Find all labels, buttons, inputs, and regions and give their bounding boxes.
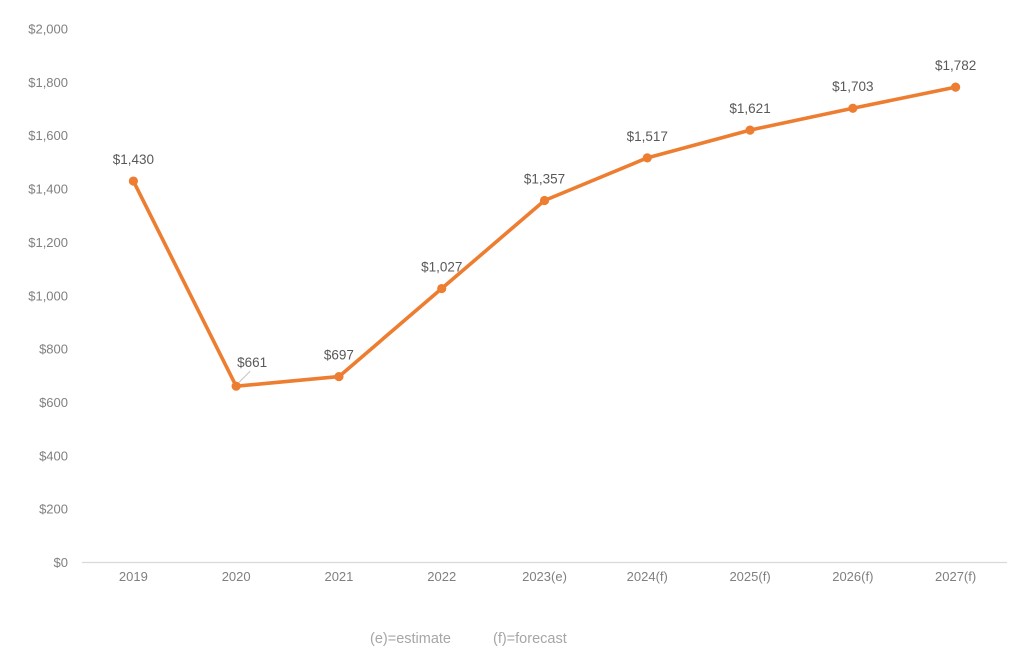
label-leader-line xyxy=(238,370,251,383)
x-axis-category-label: 2027(f) xyxy=(935,569,976,584)
x-axis-category-label: 2025(f) xyxy=(729,569,770,584)
data-point-marker xyxy=(642,153,652,163)
data-point-label: $1,430 xyxy=(113,152,154,167)
x-axis-category-label: 2022 xyxy=(427,569,456,584)
x-axis-category-label: 2026(f) xyxy=(832,569,873,584)
data-point-label: $1,517 xyxy=(627,129,668,144)
data-point-label: $1,621 xyxy=(729,101,770,116)
data-point-label: $1,027 xyxy=(421,260,462,275)
y-axis-tick-label: $1,000 xyxy=(28,288,68,303)
data-point-marker xyxy=(745,125,755,135)
data-point-marker xyxy=(128,176,138,186)
footnote-forecast: (f)=forecast xyxy=(493,631,567,647)
revenue-line xyxy=(131,85,958,388)
data-point-marker xyxy=(539,195,550,206)
x-axis-category-label: 2019 xyxy=(119,569,148,584)
y-axis-tick-label: $600 xyxy=(39,395,68,410)
y-axis-tick-label: $0 xyxy=(54,555,68,570)
y-axis-tick-label: $1,400 xyxy=(28,182,68,197)
data-point-marker xyxy=(334,371,344,382)
y-axis-tick-label: $200 xyxy=(39,502,68,517)
x-axis-category-label: 2024(f) xyxy=(627,569,668,584)
chart-footnote: (e)=estimate (f)=forecast xyxy=(370,631,567,647)
data-point-marker xyxy=(848,103,858,113)
data-point-label: $661 xyxy=(237,355,267,370)
y-axis-tick-label: $400 xyxy=(39,448,68,463)
x-axis-category-label: 2021 xyxy=(324,569,353,584)
data-point-marker xyxy=(437,283,447,294)
y-axis-tick-label: $1,800 xyxy=(28,75,68,90)
data-point-label: $1,357 xyxy=(524,172,565,187)
y-axis-tick-label: $1,200 xyxy=(28,235,68,250)
data-point-label: $1,782 xyxy=(935,58,976,73)
data-point-label: $697 xyxy=(324,348,354,363)
data-point-marker xyxy=(231,381,241,391)
y-axis-tick-label: $800 xyxy=(39,342,68,357)
data-point-marker xyxy=(951,82,961,92)
data-point-label: $1,703 xyxy=(832,79,873,94)
footnote-estimate: (e)=estimate xyxy=(370,631,451,647)
y-axis-tick-label: $1,600 xyxy=(28,128,68,143)
x-axis-category-label: 2023(e) xyxy=(522,569,567,584)
y-axis-tick-label: $2,000 xyxy=(28,22,68,37)
x-axis-category-label: 2020 xyxy=(222,569,251,584)
